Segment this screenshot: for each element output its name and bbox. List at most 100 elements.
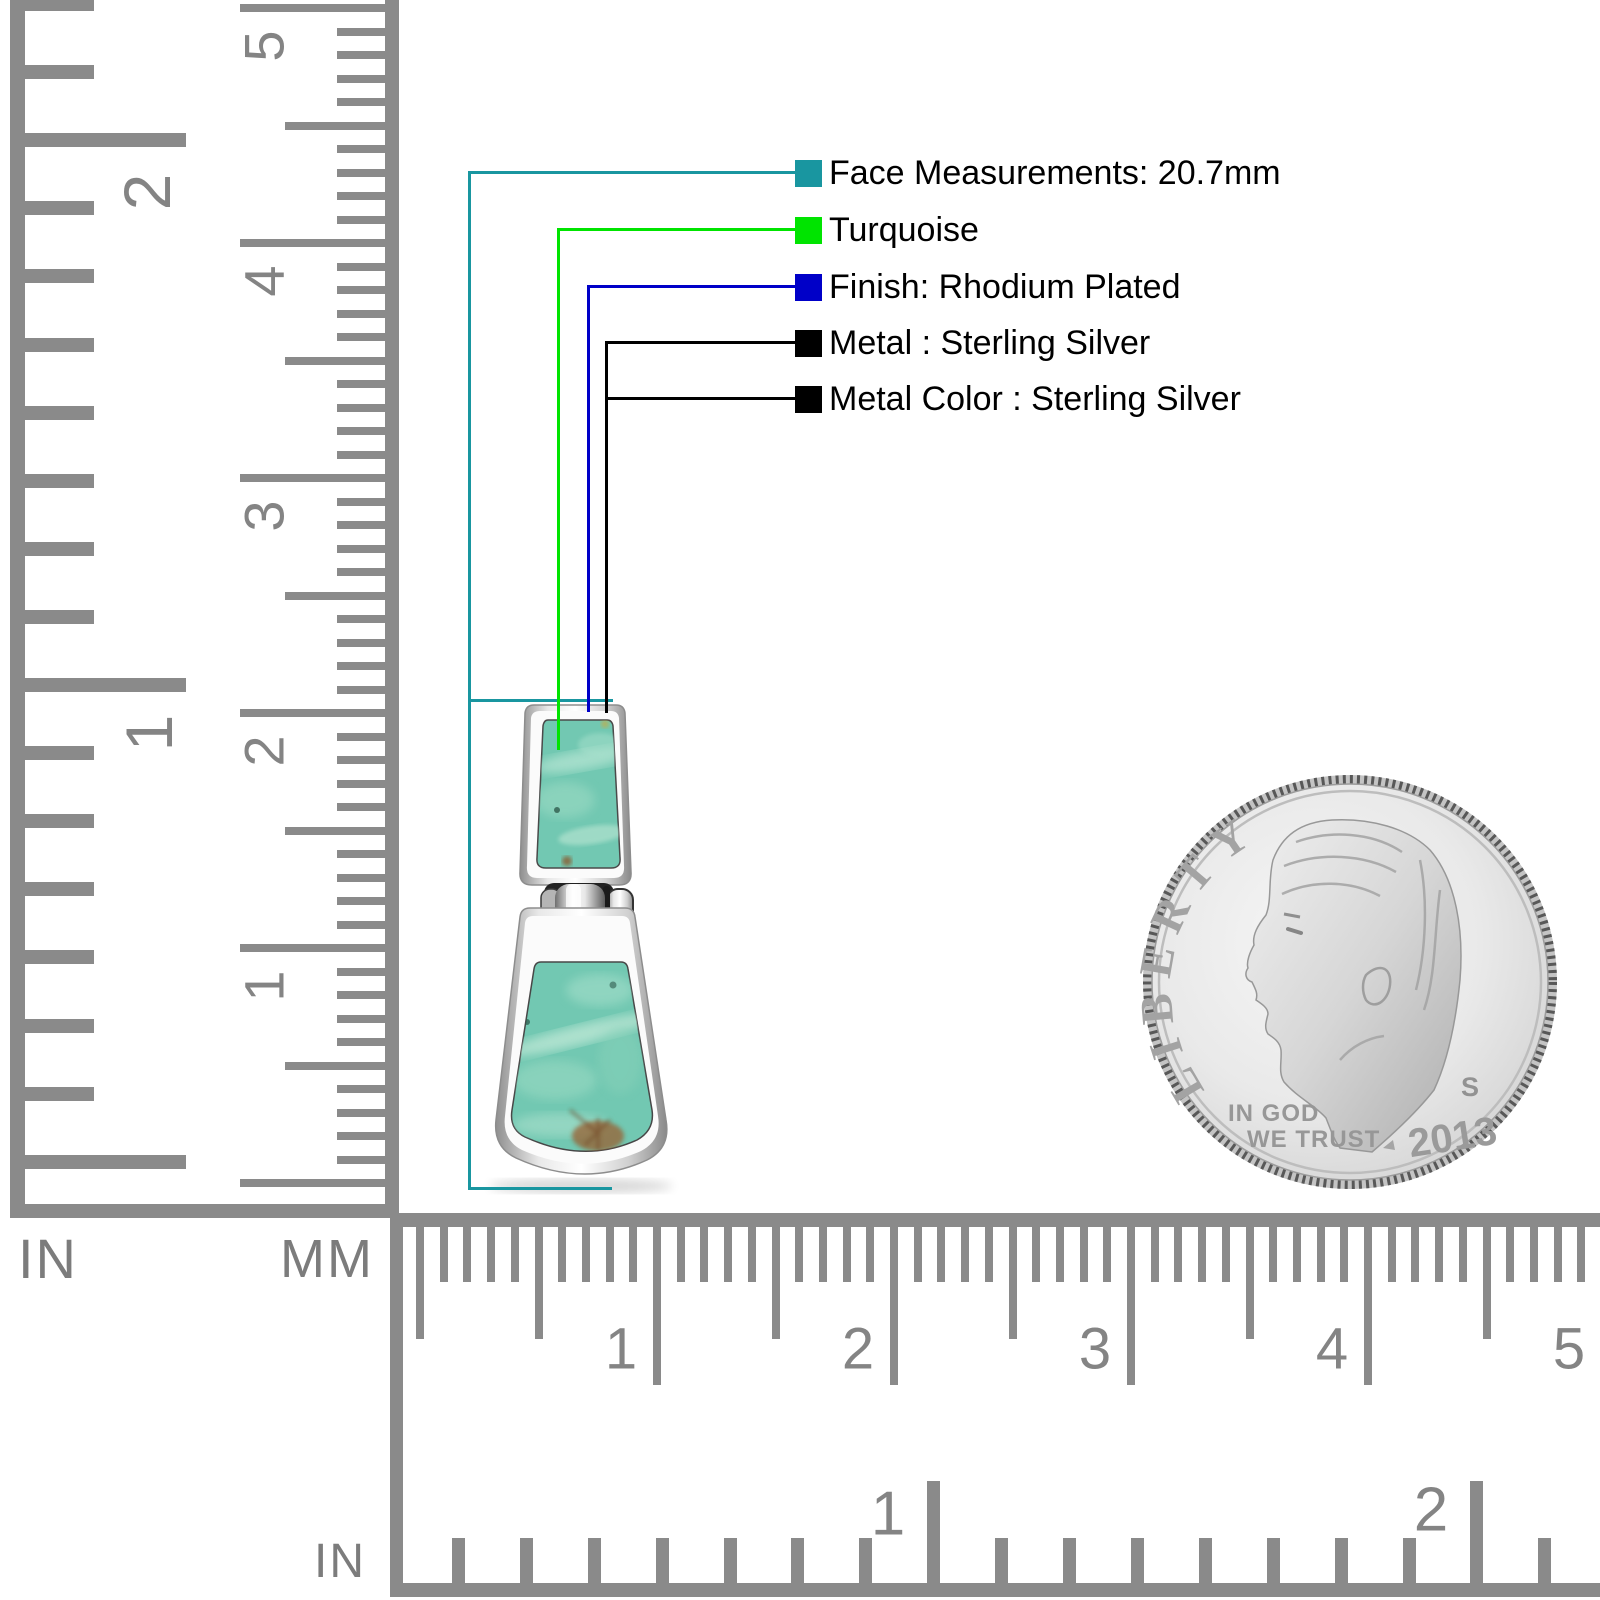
ruler-tick [510, 1227, 519, 1282]
ruler-tick [337, 309, 385, 318]
ruler-tick [24, 405, 94, 420]
callout-swatch [795, 216, 822, 244]
ruler-tick [1458, 1227, 1467, 1282]
ruler-tick [1334, 1538, 1348, 1583]
callout-swatch [795, 385, 822, 413]
ruler-tick [24, 65, 94, 80]
callout-dimension-stub [468, 698, 613, 702]
ruler-tick [337, 873, 385, 882]
dime-coin: LIBERTY IN GOD WE TRUST S 2013 [1129, 775, 1557, 1189]
callout-leader-line [605, 340, 795, 344]
ruler-tick [653, 1227, 661, 1385]
ruler-tick [1130, 1538, 1144, 1583]
callout-gemstone: Turquoise [795, 211, 979, 249]
callout-leader-line [557, 227, 795, 231]
ruler-tick [337, 779, 385, 788]
ruler-tick [337, 662, 385, 670]
ruler-tick [24, 1154, 186, 1169]
ruler-tick [1198, 1538, 1212, 1583]
ruler-left-edge [390, 1213, 403, 1597]
callout-swatch [795, 159, 822, 187]
ruler-tick [1435, 1227, 1444, 1282]
callout-leader-line [605, 396, 795, 400]
ruler-tick [337, 850, 385, 858]
ruler-number: 2 [232, 735, 296, 767]
ruler-tick [24, 882, 94, 897]
ruler-tick [1577, 1227, 1586, 1282]
ruler-tick [1292, 1227, 1301, 1282]
ruler-tick [240, 239, 385, 247]
ruler-tick [337, 920, 385, 929]
ruler-tick [795, 1227, 804, 1282]
ruler-tick [1198, 1227, 1207, 1282]
ruler-tick [337, 803, 385, 811]
ruler-tick [723, 1538, 737, 1583]
ruler-tick [724, 1227, 733, 1282]
ruler-tick [24, 609, 94, 624]
ruler-tick [24, 201, 94, 216]
callout-swatch [795, 329, 822, 357]
callout-label: Metal Color : Sterling Silver [829, 379, 1241, 418]
ruler-tick [984, 1227, 993, 1282]
ruler-number: 1 [604, 1316, 638, 1382]
ruler-tick [605, 1227, 614, 1282]
ruler-tick [791, 1538, 805, 1583]
callout-face-measurements: Face Measurements: 20.7mm [795, 154, 1281, 192]
ruler-tick [337, 1155, 385, 1164]
ruler-tick [240, 944, 385, 952]
ruler-tick [337, 168, 385, 177]
ruler-tick [487, 1227, 496, 1282]
ruler-number: 5 [232, 30, 296, 62]
ruler-tick [337, 615, 385, 623]
ruler-tick [337, 897, 385, 905]
ruler-edge [10, 0, 25, 1218]
ruler-tick [1063, 1538, 1076, 1583]
ruler-tick [1266, 1538, 1280, 1583]
ruler-tick [1364, 1227, 1372, 1385]
ruler-tick [337, 521, 385, 529]
callout-leader-line [557, 229, 560, 750]
callout-label: Finish: Rhodium Plated [829, 267, 1181, 306]
coin-portrait-hair [1281, 833, 1442, 1061]
ruler-tick [1387, 1227, 1396, 1282]
ruler-tick [285, 826, 385, 835]
ruler-tick [337, 333, 385, 341]
ruler-tick [416, 1227, 424, 1339]
ruler-number: 2 [1413, 1475, 1449, 1545]
ruler-tick [1127, 1227, 1135, 1385]
ruler-tick [337, 1108, 385, 1117]
ruler-tick [337, 1132, 385, 1140]
ruler-tick [285, 1061, 385, 1070]
coin-portrait-eyebrow [1283, 912, 1301, 919]
ruler-tick [337, 497, 385, 506]
ruler-tick [842, 1227, 851, 1282]
ruler-number: 3 [1078, 1316, 1112, 1382]
ruler-tick [24, 1018, 94, 1033]
turquoise-pendant [494, 704, 668, 1175]
ruler-tick [463, 1227, 472, 1282]
ruler-tick [337, 192, 385, 200]
callout-label: Face Measurements: 20.7mm [829, 153, 1281, 192]
ruler-tick [859, 1538, 873, 1583]
ruler-tick [676, 1227, 685, 1282]
callout-leader-line [468, 170, 795, 174]
ruler-tick [439, 1227, 448, 1282]
ruler-tick [890, 1227, 898, 1385]
coin-portrait [1245, 819, 1462, 1153]
ruler-tick [1055, 1227, 1064, 1282]
callout-swatch [795, 273, 822, 301]
ruler-tick [534, 1227, 543, 1339]
ruler-tick [337, 756, 385, 764]
pendant-top-gem-texture [536, 720, 621, 866]
ruler-number: 2 [110, 173, 184, 211]
ruler-tick [337, 27, 385, 36]
ruler-tick [1316, 1227, 1325, 1282]
ruler-tick [1032, 1227, 1041, 1282]
ruler-tick [337, 98, 385, 106]
ruler-tick [24, 814, 94, 829]
ruler-tick [24, 746, 94, 761]
ruler-tick [337, 380, 385, 388]
coin-portrait-eye [1286, 927, 1303, 935]
ruler-tick [655, 1538, 669, 1583]
